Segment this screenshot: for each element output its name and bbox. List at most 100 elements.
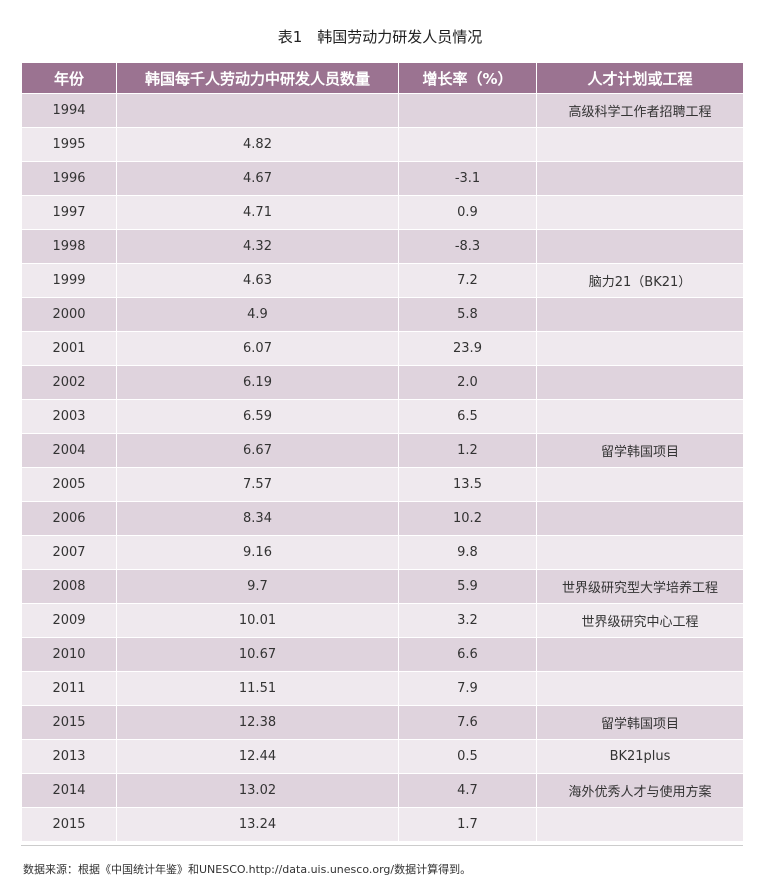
table-row: 2005 7.57 13.5 bbox=[21, 467, 744, 502]
cell-year: 2010 bbox=[21, 637, 117, 672]
cell-growth: 2.0 bbox=[398, 365, 537, 400]
cell-program bbox=[536, 195, 744, 230]
cell-year: 1997 bbox=[21, 195, 117, 230]
cell-growth: 5.8 bbox=[398, 297, 537, 332]
cell-rd-count: 4.67 bbox=[116, 161, 399, 196]
cell-rd-count: 4.9 bbox=[116, 297, 399, 332]
cell-rd-count: 4.32 bbox=[116, 229, 399, 264]
cell-growth: 3.2 bbox=[398, 603, 537, 638]
source-note: 数据来源：根据《中国统计年鉴》和UNESCO.http://data.uis.u… bbox=[23, 863, 472, 876]
cell-program: 高级科学工作者招聘工程 bbox=[536, 93, 744, 128]
cell-growth: 10.2 bbox=[398, 501, 537, 536]
cell-year: 2000 bbox=[21, 297, 117, 332]
table-row: 2002 6.19 2.0 bbox=[21, 365, 744, 400]
cell-program bbox=[536, 501, 744, 536]
cell-year: 2001 bbox=[21, 331, 117, 366]
table-row: 1998 4.32 -8.3 bbox=[21, 229, 744, 264]
cell-growth bbox=[398, 93, 537, 128]
cell-year: 2002 bbox=[21, 365, 117, 400]
table-row: 2009 10.01 3.2 世界级研究中心工程 bbox=[21, 603, 744, 638]
cell-rd-count: 9.16 bbox=[116, 535, 399, 570]
cell-growth: 7.2 bbox=[398, 263, 537, 298]
cell-rd-count: 12.44 bbox=[116, 739, 399, 774]
table-row: 1997 4.71 0.9 bbox=[21, 195, 744, 230]
table-row: 2000 4.9 5.8 bbox=[21, 297, 744, 332]
cell-growth: 7.6 bbox=[398, 705, 537, 740]
cell-year: 2013 bbox=[21, 739, 117, 774]
cell-rd-count: 4.82 bbox=[116, 127, 399, 162]
cell-year: 1999 bbox=[21, 263, 117, 298]
table-bottom-rule bbox=[21, 845, 743, 846]
table-row: 2006 8.34 10.2 bbox=[21, 501, 744, 536]
cell-rd-count bbox=[116, 93, 399, 128]
table-row: 2007 9.16 9.8 bbox=[21, 535, 744, 570]
cell-growth: -3.1 bbox=[398, 161, 537, 196]
cell-growth: 7.9 bbox=[398, 671, 537, 706]
table-row: 2013 12.44 0.5 BK21plus bbox=[21, 739, 744, 774]
cell-year: 2011 bbox=[21, 671, 117, 706]
header-program: 人才计划或工程 bbox=[536, 62, 744, 94]
cell-year: 2008 bbox=[21, 569, 117, 604]
table-row: 2004 6.67 1.2 留学韩国项目 bbox=[21, 433, 744, 468]
cell-rd-count: 12.38 bbox=[116, 705, 399, 740]
cell-year: 1996 bbox=[21, 161, 117, 196]
table-title: 表1 韩国劳动力研发人员情况 bbox=[277, 28, 483, 46]
cell-program: 海外优秀人才与使用方案 bbox=[536, 773, 744, 808]
cell-rd-count: 7.57 bbox=[116, 467, 399, 502]
table-row: 2014 13.02 4.7 海外优秀人才与使用方案 bbox=[21, 773, 744, 808]
cell-year: 2006 bbox=[21, 501, 117, 536]
header-rd-count: 韩国每千人劳动力中研发人员数量 bbox=[116, 62, 399, 94]
cell-rd-count: 8.34 bbox=[116, 501, 399, 536]
cell-rd-count: 10.01 bbox=[116, 603, 399, 638]
cell-year: 2009 bbox=[21, 603, 117, 638]
cell-program bbox=[536, 229, 744, 264]
cell-rd-count: 6.07 bbox=[116, 331, 399, 366]
cell-rd-count: 13.24 bbox=[116, 807, 399, 842]
table-body: 1994 高级科学工作者招聘工程 1995 4.82 1996 4.67 -3.1 1997 4… bbox=[21, 93, 744, 842]
cell-growth: -8.3 bbox=[398, 229, 537, 264]
cell-program bbox=[536, 807, 744, 842]
table-row: 2001 6.07 23.9 bbox=[21, 331, 744, 366]
cell-program bbox=[536, 365, 744, 400]
cell-growth: 13.5 bbox=[398, 467, 537, 502]
header-growth: 增长率（%） bbox=[398, 62, 537, 94]
cell-year: 2007 bbox=[21, 535, 117, 570]
cell-growth: 23.9 bbox=[398, 331, 537, 366]
cell-program bbox=[536, 297, 744, 332]
cell-program bbox=[536, 399, 744, 434]
cell-growth: 1.2 bbox=[398, 433, 537, 468]
rd-personnel-table: 年份 韩国每千人劳动力中研发人员数量 增长率（%） 人才计划或工程 1994 高级… bbox=[21, 62, 744, 842]
cell-rd-count: 11.51 bbox=[116, 671, 399, 706]
table-row: 2003 6.59 6.5 bbox=[21, 399, 744, 434]
header-row: 年份 韩国每千人劳动力中研发人员数量 增长率（%） 人才计划或工程 bbox=[21, 62, 744, 94]
cell-program bbox=[536, 331, 744, 366]
cell-program bbox=[536, 671, 744, 706]
cell-rd-count: 13.02 bbox=[116, 773, 399, 808]
table-row: 2015 13.24 1.7 bbox=[21, 807, 744, 842]
cell-program: 脑力21（BK21） bbox=[536, 263, 744, 298]
cell-program: 世界级研究型大学培养工程 bbox=[536, 569, 744, 604]
cell-program bbox=[536, 637, 744, 672]
cell-year: 1998 bbox=[21, 229, 117, 264]
cell-growth: 0.9 bbox=[398, 195, 537, 230]
table-row: 2011 11.51 7.9 bbox=[21, 671, 744, 706]
cell-rd-count: 6.59 bbox=[116, 399, 399, 434]
table-row: 2015 12.38 7.6 留学韩国项目 bbox=[21, 705, 744, 740]
cell-growth: 6.5 bbox=[398, 399, 537, 434]
cell-year: 1995 bbox=[21, 127, 117, 162]
cell-rd-count: 6.19 bbox=[116, 365, 399, 400]
cell-program: 留学韩国项目 bbox=[536, 705, 744, 740]
cell-year: 2015 bbox=[21, 705, 117, 740]
cell-rd-count: 6.67 bbox=[116, 433, 399, 468]
cell-rd-count: 4.71 bbox=[116, 195, 399, 230]
cell-growth: 5.9 bbox=[398, 569, 537, 604]
header-year: 年份 bbox=[21, 62, 117, 94]
cell-year: 2015 bbox=[21, 807, 117, 842]
cell-program bbox=[536, 127, 744, 162]
cell-rd-count: 9.7 bbox=[116, 569, 399, 604]
cell-year: 2014 bbox=[21, 773, 117, 808]
cell-program: BK21plus bbox=[536, 739, 744, 774]
table-row: 1996 4.67 -3.1 bbox=[21, 161, 744, 196]
cell-growth: 1.7 bbox=[398, 807, 537, 842]
cell-growth bbox=[398, 127, 537, 162]
